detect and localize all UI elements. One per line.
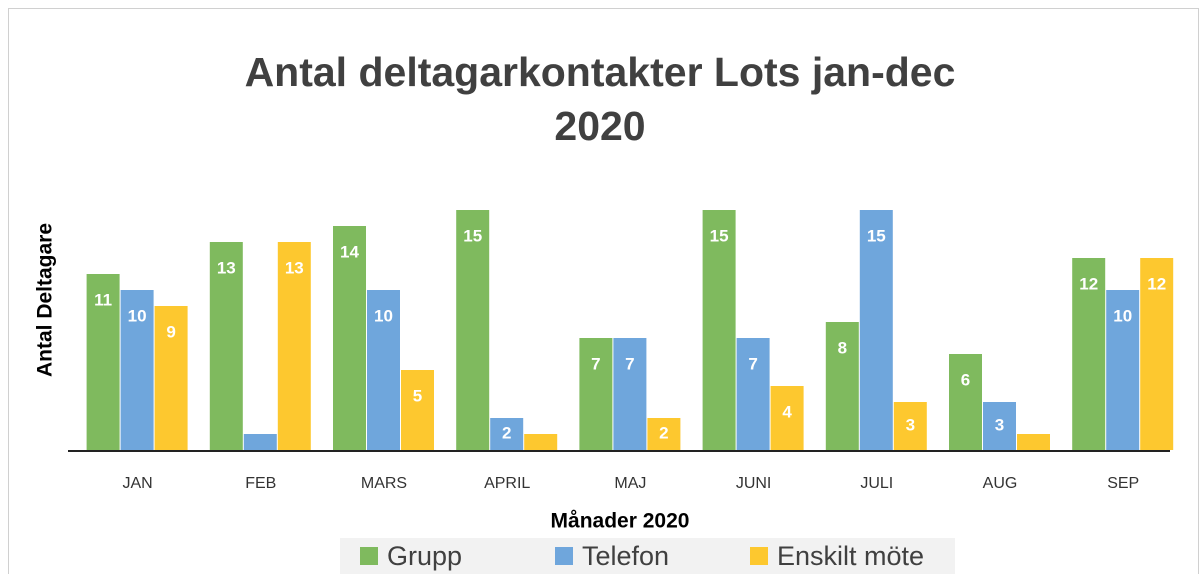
x-tick-label: APRIL [484,475,530,492]
x-axis-title: Månader 2020 [551,510,690,533]
data-label: 10 [128,306,147,325]
data-label: 12 [1147,274,1166,293]
bar [949,354,982,450]
x-tick-label: MARS [361,475,407,492]
bar [579,338,613,450]
legend-swatch [555,547,573,565]
x-tick-label: JUNI [736,475,772,492]
legend-background [340,538,955,574]
data-label: 4 [782,402,792,421]
legend-swatch [360,547,378,565]
bar [1106,290,1140,450]
data-label: 15 [867,226,886,245]
x-tick-label: AUG [983,475,1018,492]
bar [983,402,1016,450]
data-label: 12 [1079,274,1098,293]
bar [702,210,736,450]
y-axis-title: Antal Deltagare [34,223,57,377]
data-label: 7 [625,354,634,373]
bar [1140,258,1174,450]
data-label: 10 [374,306,393,325]
legend-label: Enskilt möte [777,541,924,571]
bar [120,290,154,450]
bar [613,338,647,450]
bar [333,226,366,450]
bar [243,434,277,450]
data-label: 8 [838,338,847,357]
chart-title: Antal deltagarkontakter Lots jan-dec 2020 [245,49,956,149]
data-label: 10 [1113,306,1132,325]
data-label: 3 [995,415,1004,434]
bar [1017,434,1050,450]
bar [456,210,490,450]
legend-label: Telefon [582,541,669,571]
bar [86,274,120,450]
x-tick-label: SEP [1107,475,1139,492]
data-label: 11 [94,290,112,309]
data-label: 7 [591,354,600,373]
x-tick-label: JULI [860,475,893,492]
bar [893,402,927,450]
chart-border [8,8,1199,574]
x-tick-label: JAN [122,475,152,492]
bar [154,306,188,450]
bar [209,242,243,450]
x-tick-label: MAJ [614,475,646,492]
bar [825,322,859,450]
data-label: 3 [906,415,915,434]
bar [277,242,311,450]
data-label: 7 [748,354,757,373]
data-label: 2 [659,423,668,442]
bar [770,386,804,450]
bar [401,370,434,450]
bar [524,434,558,450]
data-label: 6 [961,370,970,389]
data-label: 13 [217,258,236,277]
data-label: 5 [413,386,422,405]
data-label: 14 [340,242,359,261]
bar [647,418,681,450]
x-tick-label: FEB [245,475,276,492]
bar [490,418,524,450]
bar [859,210,893,450]
data-label: 2 [502,423,511,442]
legend-label: Grupp [387,541,462,571]
data-label: 15 [710,226,729,245]
data-label: 13 [285,258,304,277]
data-label: 15 [463,226,482,245]
legend-swatch [750,547,768,565]
bar [1072,258,1106,450]
bar [367,290,400,450]
bar [736,338,770,450]
data-label: 9 [166,322,175,341]
